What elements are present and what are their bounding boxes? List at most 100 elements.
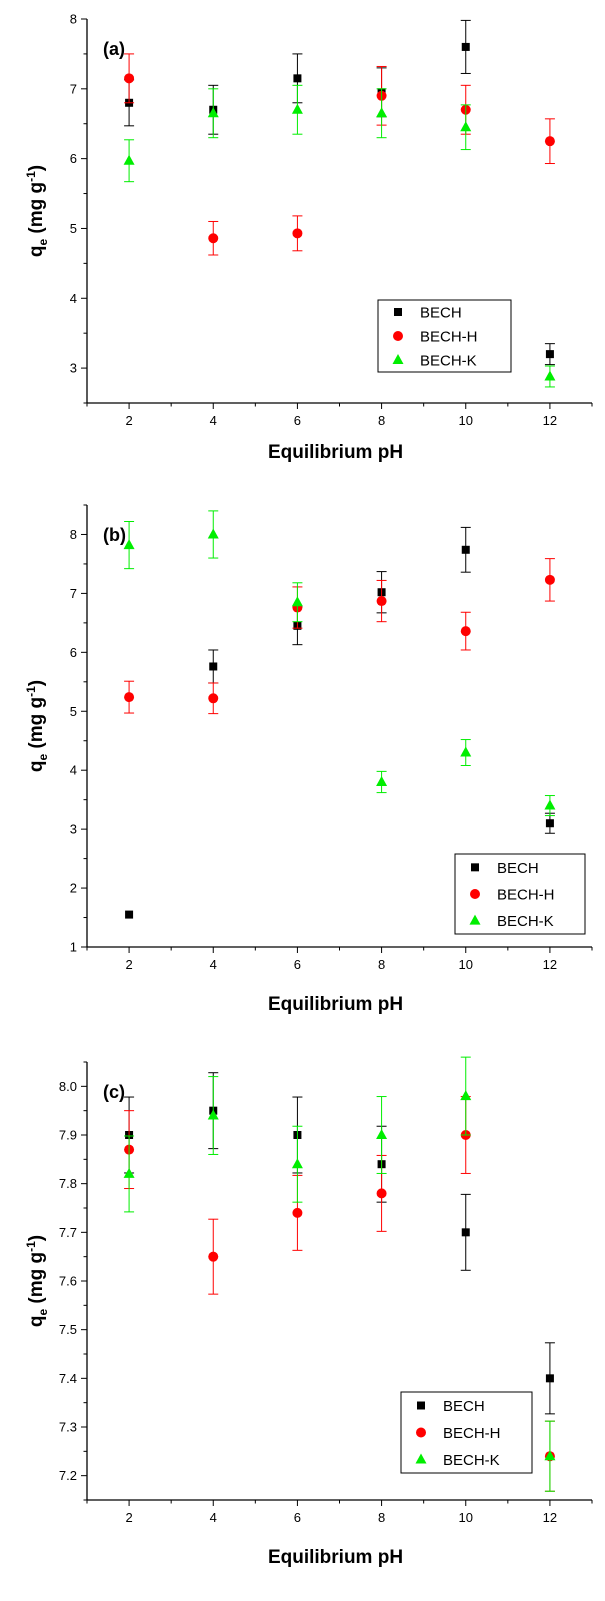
data-point-bech <box>461 1228 470 1237</box>
data-point-bech-h <box>544 136 555 147</box>
legend-label: BECH <box>443 1398 485 1415</box>
legend-label: BECH <box>420 305 462 322</box>
data-point-bech-h <box>124 73 135 84</box>
x-tick-label: 2 <box>125 413 132 428</box>
data-point-bech <box>545 350 554 359</box>
legend-marker-bech <box>394 308 402 316</box>
legend: BECH BECH-H BECH-K <box>400 1391 533 1474</box>
legend-marker-bech <box>417 1401 425 1410</box>
y-tick-label: 7.2 <box>59 1468 77 1483</box>
chart-panel-3: 2 4 6 8 10 12 7.2 7.3 7.4 7.5 7.6 7.7 7.8 7.9 8.0 (c) Eq… <box>24 1056 593 1568</box>
data-point-bech-h <box>292 1207 303 1218</box>
legend-marker-bech-h <box>393 331 403 341</box>
y-tick-label: 3 <box>70 822 77 837</box>
y-tick-label: 4 <box>70 763 77 778</box>
data-point-bech-h <box>376 596 387 607</box>
x-tick-label: 8 <box>378 413 385 428</box>
legend-label: BECH-K <box>420 353 477 370</box>
data-point-bech-h <box>292 228 303 239</box>
data-point-bech-h <box>124 692 135 703</box>
panel-label: (b) <box>103 525 126 545</box>
legend-marker-bech-h <box>470 889 480 899</box>
y-tick-label: 7.6 <box>59 1274 77 1289</box>
legend-marker-bech-k <box>392 354 404 364</box>
x-tick-label: 10 <box>459 957 473 972</box>
y-tick-label: 8 <box>70 12 77 27</box>
data-point-bech-k <box>291 1158 303 1169</box>
y-axis-title: qe (mg g-1) <box>24 165 50 257</box>
y-tick-label: 1 <box>70 940 77 955</box>
x-tick-label: 4 <box>210 413 217 428</box>
legend-marker-bech-k <box>415 1453 427 1464</box>
data-point-bech-k <box>544 799 556 810</box>
x-tick-label: 6 <box>294 413 301 428</box>
series-bech-k <box>123 510 556 817</box>
data-point-bech-h <box>376 1188 387 1199</box>
x-tick-label: 6 <box>294 1510 301 1525</box>
y-tick-label: 7.5 <box>59 1322 77 1337</box>
y-tick-label: 8.0 <box>59 1079 77 1094</box>
data-point-bech-k <box>460 1090 472 1101</box>
series-bech <box>124 1072 555 1415</box>
data-point-bech-k <box>123 539 135 550</box>
x-tick-label: 8 <box>378 1510 385 1525</box>
y-axis-title: qe (mg g-1) <box>24 1235 50 1327</box>
y-tick-label: 8 <box>70 527 77 542</box>
data-point-bech-k <box>544 370 556 381</box>
data-point-bech <box>545 1374 554 1383</box>
y-tick-label: 6 <box>70 645 77 660</box>
legend-marker-bech <box>471 863 479 872</box>
data-point-bech <box>293 74 302 83</box>
y-tick-label: 7.8 <box>59 1176 77 1191</box>
y-tick-label: 2 <box>70 881 77 896</box>
data-point-bech-k <box>207 528 219 539</box>
series-bech-k <box>123 84 556 388</box>
data-point-bech-k <box>460 121 472 132</box>
data-point-bech-k <box>376 107 388 118</box>
y-tick-label: 7 <box>70 586 77 601</box>
panel-label: (c) <box>103 1082 125 1102</box>
legend-label: BECH-K <box>497 913 554 930</box>
x-tick-label: 4 <box>210 1510 217 1525</box>
x-tick-label: 12 <box>543 957 557 972</box>
x-tick-label: 12 <box>543 413 557 428</box>
data-point-bech <box>125 910 134 919</box>
y-tick-label: 3 <box>70 361 77 376</box>
data-point-bech-h <box>208 693 219 704</box>
data-point-bech-k <box>207 1109 219 1120</box>
data-point-bech-h <box>544 574 555 585</box>
data-point-bech-k <box>376 775 388 786</box>
y-axis-title: qe (mg g-1) <box>24 680 50 772</box>
series-bech-h <box>124 558 555 715</box>
data-point-bech <box>461 545 470 554</box>
x-axis-title: Equilibrium pH <box>268 442 403 463</box>
y-tick-label: 5 <box>70 704 77 719</box>
x-tick-label: 4 <box>210 957 217 972</box>
chart-panel-1: 2 4 6 8 10 12 3 4 5 6 7 8 (a) Equilibrium pH qe (mg g-… <box>24 12 593 463</box>
data-point-bech-k <box>207 107 219 118</box>
legend-label: BECH-H <box>497 887 555 904</box>
data-point-bech-h <box>208 1251 219 1262</box>
legend-label: BECH-H <box>420 329 478 346</box>
data-point-bech <box>209 662 218 671</box>
x-tick-label: 2 <box>125 957 132 972</box>
y-tick-label: 7.7 <box>59 1225 77 1240</box>
x-tick-label: 6 <box>294 957 301 972</box>
data-point-bech-k <box>291 103 303 114</box>
legend-label: BECH-H <box>443 1425 501 1442</box>
legend-label: BECH-K <box>443 1452 500 1469</box>
series-bech-k <box>123 1056 556 1492</box>
y-tick-label: 7 <box>70 81 77 96</box>
y-tick-label: 6 <box>70 151 77 166</box>
legend-marker-bech-k <box>469 914 481 925</box>
x-tick-label: 10 <box>459 1510 473 1525</box>
data-point-bech-k <box>376 1129 388 1139</box>
y-tick-label: 7.3 <box>59 1420 77 1435</box>
data-point-bech-h <box>460 626 471 637</box>
data-point-bech-k <box>123 1167 135 1178</box>
x-tick-label: 2 <box>125 1510 132 1525</box>
data-point-bech-k <box>544 1450 556 1461</box>
x-axis-title: Equilibrium pH <box>268 994 403 1015</box>
